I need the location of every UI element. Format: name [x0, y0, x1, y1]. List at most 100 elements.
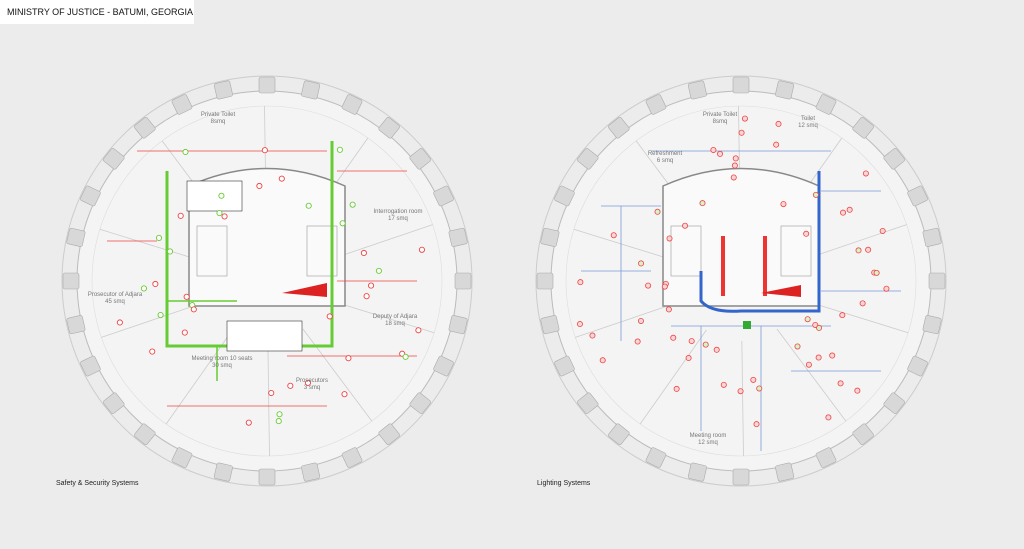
- light-fixture: [753, 421, 760, 428]
- device: [177, 212, 184, 219]
- facade-panel: [645, 447, 667, 468]
- facade-panel: [554, 185, 575, 207]
- facade-panel: [645, 94, 667, 115]
- device: [349, 201, 356, 208]
- light-fixture: [815, 354, 822, 361]
- room-name: Meeting room 10 seats: [191, 356, 252, 362]
- light-fixture: [873, 269, 880, 276]
- device: [256, 182, 263, 190]
- light-fixture: [654, 208, 661, 215]
- light-fixture: [637, 317, 644, 324]
- room-area: 8smq: [713, 119, 728, 125]
- room-area: 18 smq: [385, 321, 405, 327]
- light-fixture: [805, 361, 812, 368]
- facade-panel: [448, 227, 468, 247]
- inner-ring: [565, 105, 917, 457]
- facade-panel: [378, 117, 400, 139]
- device: [116, 319, 123, 326]
- device: [216, 210, 223, 217]
- device: [415, 327, 422, 334]
- device: [341, 391, 348, 398]
- facade-panel: [815, 447, 837, 468]
- room-name: Interrogation room: [373, 209, 422, 215]
- light-fixture: [812, 191, 819, 198]
- light-fixture: [685, 355, 692, 362]
- facade-panel: [301, 80, 321, 100]
- facade-panel: [540, 227, 560, 247]
- light-fixture: [610, 232, 617, 239]
- light-fixture: [661, 283, 668, 290]
- facade-panel: [687, 80, 707, 100]
- title: MINISTRY OF JUSTICE - BATUMI, GEORGIA: [7, 7, 193, 17]
- light-fixture: [816, 324, 823, 331]
- room-name: Private Toilet: [201, 112, 236, 118]
- facade-panel: [554, 355, 575, 377]
- inner-ring: [91, 105, 443, 457]
- room-area: 30 smq: [212, 363, 232, 369]
- facade-panel: [62, 272, 80, 290]
- facade-panel: [433, 355, 454, 377]
- facade-panel: [815, 94, 837, 115]
- device: [375, 267, 382, 274]
- device: [149, 348, 156, 355]
- light-fixture: [780, 201, 787, 208]
- facade-panel: [409, 392, 431, 414]
- light-fixture: [840, 209, 847, 216]
- light-fixture: [673, 385, 680, 392]
- facade-panel: [928, 272, 946, 290]
- light-fixture: [720, 381, 727, 388]
- plan-caption: Lighting Systems: [537, 480, 591, 487]
- light-fixture: [839, 312, 846, 319]
- device: [218, 192, 225, 199]
- wall: [639, 329, 707, 425]
- facade-panel: [577, 148, 599, 170]
- facade-panel: [103, 392, 125, 414]
- facade-panel: [852, 423, 874, 445]
- facade-panel: [540, 315, 560, 335]
- core: [662, 167, 820, 307]
- device: [245, 419, 252, 426]
- device: [305, 202, 312, 209]
- fire-pipe: [167, 300, 237, 381]
- light-fixture: [859, 300, 866, 307]
- light-fixture: [666, 235, 673, 242]
- light-fixture: [829, 352, 836, 359]
- light-fixture: [803, 230, 810, 237]
- facade-panel: [907, 355, 928, 377]
- light-fixture: [854, 387, 861, 394]
- device: [190, 306, 197, 313]
- room-name: Prosecutor of Adjara: [88, 292, 143, 298]
- light-fixture: [713, 346, 720, 353]
- light-fixture: [688, 338, 695, 345]
- device: [268, 389, 275, 397]
- light-fixture: [879, 227, 886, 234]
- device: [183, 293, 190, 300]
- device: [276, 411, 283, 418]
- device: [181, 329, 188, 336]
- light-fixture: [645, 282, 652, 289]
- device: [278, 175, 285, 182]
- device: [368, 282, 375, 289]
- facade-panel: [103, 148, 125, 170]
- device: [304, 379, 312, 386]
- light-fixture: [638, 260, 645, 267]
- facade-panel: [213, 462, 233, 482]
- red-riser: [763, 236, 767, 296]
- light-fixture: [750, 376, 757, 383]
- device: [157, 311, 164, 319]
- info-box: [186, 180, 243, 212]
- device: [326, 313, 333, 320]
- info-box: [226, 320, 303, 352]
- light-fixture: [577, 279, 584, 286]
- stair: [780, 225, 812, 277]
- facade-panel: [922, 315, 942, 335]
- room-area: 17 smq: [388, 216, 408, 222]
- wall: [776, 328, 847, 422]
- device: [221, 213, 228, 220]
- light-fixture: [846, 206, 853, 213]
- room-name: Toilet: [801, 116, 815, 122]
- plan-caption: Safety & Security Systems: [56, 480, 139, 487]
- wall: [267, 340, 270, 456]
